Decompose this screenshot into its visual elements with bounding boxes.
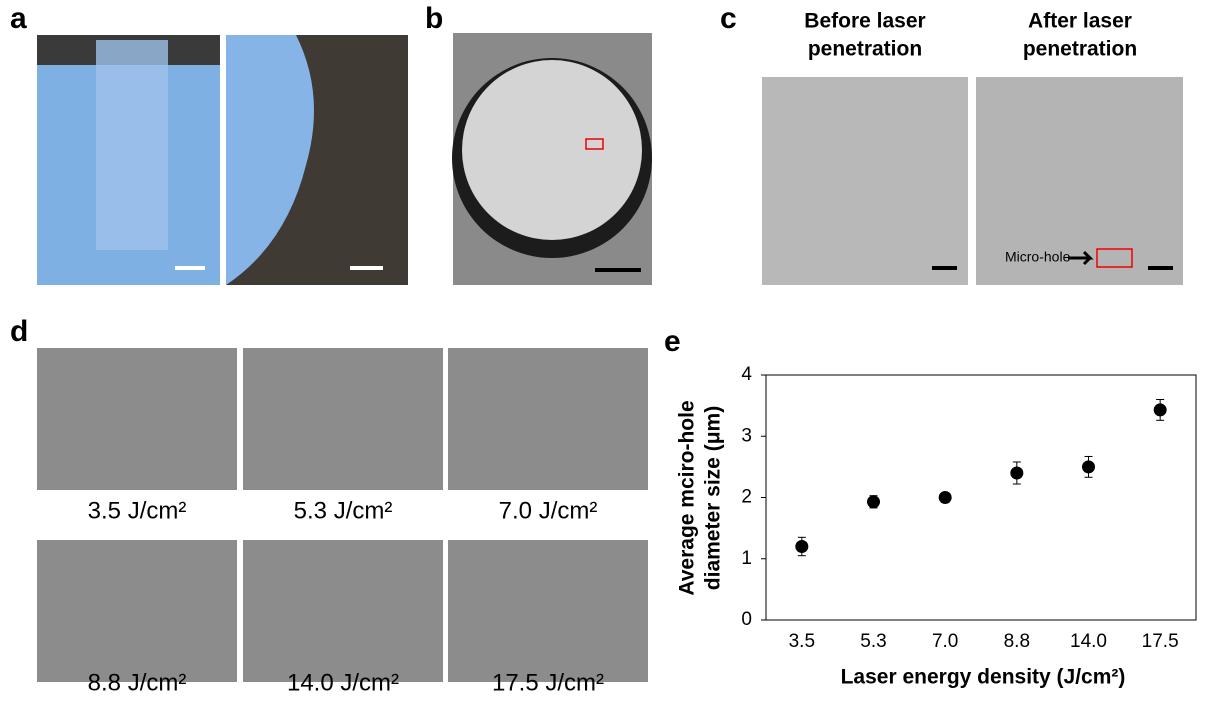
caption: 5.3 J/cm² (294, 497, 393, 524)
point (1154, 403, 1167, 416)
y-tick-label: 4 (741, 364, 752, 385)
column-header: Before laser (804, 10, 925, 33)
caption: 14.0 J/cm² (287, 669, 399, 696)
caption: 17.5 J/cm² (492, 669, 604, 696)
point (1082, 460, 1095, 473)
y-tick-label: 2 (741, 487, 752, 508)
x-tick-label: 8.8 (1004, 631, 1030, 652)
annotation: Micro-hole (1005, 249, 1071, 265)
sem-image (37, 348, 237, 490)
point (795, 540, 808, 553)
y-axis-label: diameter size (μm) (702, 406, 725, 590)
panel-letter: b (425, 2, 443, 35)
sem-image (243, 540, 443, 682)
sem-image (448, 348, 648, 490)
column-header: After laser (1028, 10, 1132, 33)
y-tick-label: 1 (741, 548, 752, 569)
panel-letter: c (720, 2, 737, 35)
caption: 3.5 J/cm² (88, 497, 187, 524)
plot-frame (766, 375, 1196, 620)
before-image (762, 77, 968, 285)
scale-bar (1148, 266, 1173, 270)
caption: 7.0 J/cm² (499, 497, 598, 524)
scale-bar (595, 268, 641, 272)
point (1010, 467, 1023, 480)
point (939, 491, 952, 504)
film-strip (96, 40, 168, 250)
x-tick-label: 17.5 (1142, 631, 1179, 652)
well-interior (462, 60, 642, 240)
caption: 8.8 J/cm² (88, 669, 187, 696)
y-tick-label: 0 (741, 609, 752, 630)
x-tick-label: 3.5 (789, 631, 815, 652)
sem-image (37, 540, 237, 682)
x-axis-label: Laser energy density (J/cm²) (841, 666, 1126, 689)
y-axis-label: Average mciro-hole (676, 400, 699, 595)
column-header: penetration (808, 38, 922, 61)
column-header: penetration (1023, 38, 1137, 61)
y-tick-label: 3 (741, 425, 752, 446)
panel-letter: d (10, 315, 28, 348)
scale-bar (932, 266, 957, 270)
scale-bar (350, 266, 383, 270)
x-tick-label: 5.3 (860, 631, 886, 652)
x-tick-label: 7.0 (932, 631, 958, 652)
point (867, 495, 880, 508)
scale-bar (175, 266, 205, 270)
panel-letter: e (664, 325, 681, 358)
panel-letter: a (10, 2, 27, 35)
figure: a b c d e Before laser penetration After… (0, 0, 1208, 698)
sem-image (243, 348, 443, 490)
x-tick-label: 14.0 (1070, 631, 1107, 652)
sem-image (448, 540, 648, 682)
